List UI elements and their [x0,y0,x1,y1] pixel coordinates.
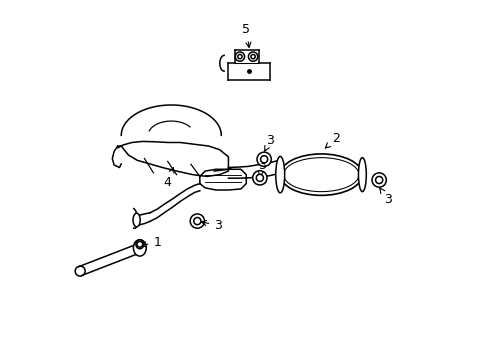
Text: 2: 2 [325,132,339,148]
Text: 3: 3 [379,188,391,206]
Circle shape [193,217,201,225]
Circle shape [190,214,204,228]
Circle shape [250,54,255,59]
Circle shape [235,52,244,61]
Ellipse shape [133,240,146,256]
Circle shape [248,52,257,61]
Text: 4: 4 [163,168,174,189]
Circle shape [257,152,271,166]
Circle shape [260,156,267,163]
Circle shape [237,54,242,59]
Text: 3: 3 [264,134,274,151]
Circle shape [256,174,263,181]
Circle shape [252,171,266,185]
Circle shape [375,176,382,184]
Text: 5: 5 [242,23,250,48]
Circle shape [371,173,386,187]
Text: 3: 3 [257,159,265,178]
Ellipse shape [133,213,140,227]
Text: 1: 1 [141,236,161,249]
Ellipse shape [358,158,366,192]
Ellipse shape [275,156,284,193]
Ellipse shape [136,240,143,249]
Text: 3: 3 [201,219,222,232]
